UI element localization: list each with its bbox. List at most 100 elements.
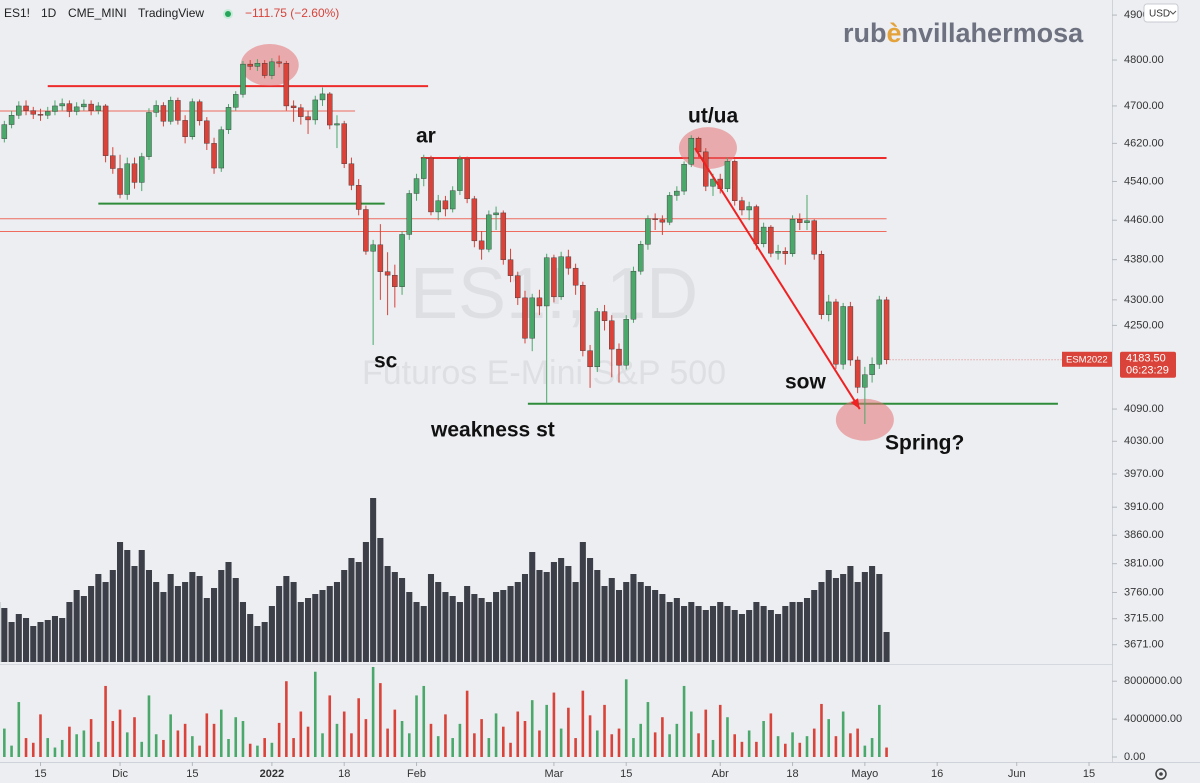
volume-bar [869, 566, 876, 662]
lower-bar [740, 741, 744, 757]
lower-bar [501, 726, 505, 757]
candle-body [139, 156, 145, 183]
last-price-label: 4183.50 [1126, 353, 1166, 365]
candle-body [565, 256, 572, 269]
lower-bar [75, 734, 78, 757]
y-tick-label: 3760.00 [1124, 586, 1164, 598]
candle-body [558, 256, 564, 298]
lower-bar [473, 733, 476, 757]
candle-body [341, 123, 347, 164]
lower-bar [784, 743, 787, 757]
lower-bar [465, 690, 469, 757]
price-axis-bg [1112, 0, 1200, 783]
volume-bar [572, 582, 579, 662]
lower-bar [444, 714, 447, 757]
lower-bar [183, 723, 187, 757]
candle-body [854, 359, 861, 388]
lower-bar [733, 734, 736, 757]
volume-bar [478, 598, 485, 662]
lower-bar [176, 730, 180, 757]
volume-bar [44, 620, 51, 662]
currency-button[interactable]: USD [1143, 3, 1179, 23]
volume-bar [456, 602, 463, 662]
header: ES1! 1D CME_MINI TradingView −111.75 (−2… [4, 6, 339, 20]
volume-bar [796, 602, 803, 662]
candle-body [825, 301, 832, 315]
lower-bar [422, 685, 426, 757]
y-tick-label: 3810.00 [1124, 558, 1164, 570]
x-tick-label: 15 [1083, 768, 1095, 780]
volume-bar [182, 582, 189, 662]
lower-bar [610, 734, 614, 757]
currency-box[interactable] [1143, 3, 1179, 23]
volume-bar [630, 574, 637, 662]
candle-body [73, 106, 80, 112]
candle-body [95, 105, 102, 111]
volume-bar [775, 614, 782, 662]
volume-bar [688, 602, 695, 662]
volume-bar [615, 590, 623, 662]
candle-body [833, 301, 839, 365]
candle-body [146, 112, 152, 157]
currency[interactable]: USD [1149, 9, 1170, 20]
lower-bar [776, 736, 780, 757]
volume-bar [189, 572, 196, 662]
lower-bar [436, 736, 440, 757]
candle-body [746, 206, 752, 211]
lower-bar [68, 726, 71, 757]
volume-bar [211, 588, 218, 662]
lower-bar [885, 747, 888, 757]
watermark-description: Futuros E-Mini S&P 500 [362, 354, 726, 392]
candle-body [218, 129, 225, 169]
lower-bar [755, 741, 758, 757]
lower-bar [509, 742, 512, 757]
lower-bar [762, 721, 765, 757]
lower-bar [263, 738, 266, 757]
volume-bar [102, 582, 109, 662]
volume-bar [789, 602, 796, 662]
lower-bar [46, 738, 50, 757]
lower-y-tick-label: 4000000.00 [1124, 713, 1182, 725]
volume-bar [811, 590, 818, 662]
candle-body [384, 271, 391, 276]
lower-bar [292, 738, 295, 757]
lower-bar [451, 738, 454, 757]
lower-bar [545, 704, 548, 757]
lower-bar [407, 733, 411, 757]
volume-bar [8, 622, 15, 662]
lower-bar [596, 730, 599, 757]
volume-bar [261, 622, 268, 662]
lower-y-tick-label: 8000000.00 [1124, 675, 1182, 687]
x-tick-label: 2022 [260, 768, 284, 780]
y-tick-label: 4800.00 [1124, 54, 1164, 66]
lower-bar [133, 717, 136, 757]
candle-body [370, 244, 376, 252]
lower-bar [89, 719, 93, 757]
candle-body [44, 111, 51, 116]
lower-bar [834, 736, 838, 757]
y-tick-label: 4540.00 [1124, 175, 1164, 187]
annotation: Spring? [885, 432, 964, 455]
x-tick-label: 15 [186, 768, 198, 780]
volume-bar [377, 538, 384, 662]
volume-bar [681, 606, 688, 662]
candle-body [8, 115, 15, 125]
x-tick-label: 15 [34, 768, 46, 780]
candle-body [760, 226, 767, 245]
lower-bar [364, 719, 368, 757]
candle-body [659, 219, 666, 223]
lower-bar [147, 695, 151, 757]
lower-bar [841, 711, 845, 757]
y-tick-label: 4380.00 [1124, 254, 1164, 266]
settings-gear[interactable] [1155, 768, 1167, 780]
lower-bar [769, 713, 773, 757]
volume-bar [738, 614, 745, 662]
volume-bar [673, 598, 680, 662]
candle-body [478, 240, 485, 250]
y-tick-label: 3910.00 [1124, 501, 1164, 513]
lower-bar [270, 742, 274, 757]
candle-body [124, 163, 131, 195]
volume-bar [666, 602, 673, 662]
settings[interactable] [1155, 768, 1167, 780]
candle-body [515, 275, 521, 299]
